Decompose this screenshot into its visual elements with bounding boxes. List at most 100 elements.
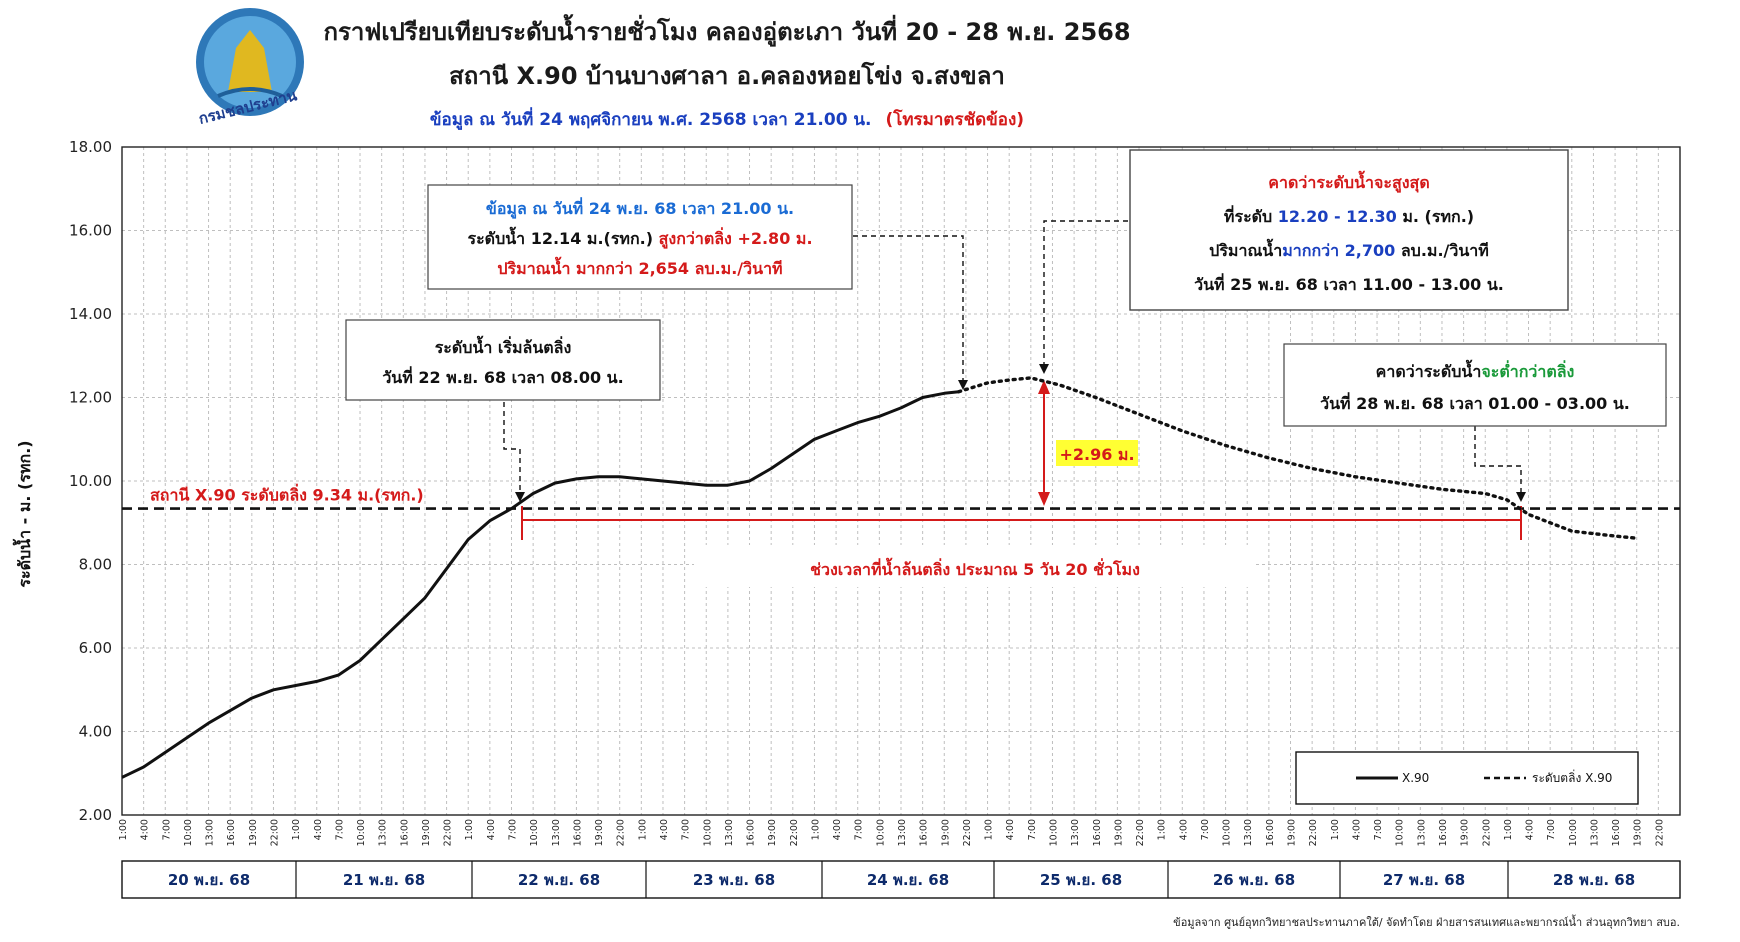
x-tick-label: 13:00 xyxy=(897,819,908,846)
rise-arrow-bottom xyxy=(1038,492,1050,506)
x-tick-label: 4:00 xyxy=(1178,819,1189,840)
plot-frame xyxy=(121,146,1681,816)
overflow-span-text: ช่วงเวลาที่น้ำล้นตลิ่ง ประมาณ 5 วัน 20 ช… xyxy=(810,557,1140,579)
callout-a3-line1: คาดว่าระดับน้ำจะสูงสุด xyxy=(1268,170,1429,194)
callout-a4-line2: วันที่ 28 พ.ย. 68 เวลา 01.00 - 03.00 น. xyxy=(1320,392,1630,413)
day-label: 21 พ.ย. 68 xyxy=(343,871,425,889)
x-tick-label: 16:00 xyxy=(226,819,237,846)
callout-a3-line3: ปริมาณน้ำมากกว่า 2,700 ลบ.ม./วินาที xyxy=(1209,238,1489,260)
x-tick-label: 4:00 xyxy=(1005,819,1016,840)
y-ticks: 2.00 4.00 6.00 8.00 10.00 12.00 14.00 16.00 18.0… xyxy=(69,138,112,824)
x-tick-label: 13:00 xyxy=(1070,819,1081,846)
day-label: 25 พ.ย. 68 xyxy=(1040,871,1122,889)
x-tick-label: 16:00 xyxy=(399,819,410,846)
callout-a3-line2b: 12.20 - 12.30 xyxy=(1278,207,1397,226)
x-tick-label: 16:00 xyxy=(1611,819,1622,846)
x-tick-label: 19:00 xyxy=(940,819,951,846)
chart-title: กราฟเปรียบเทียบระดับน้ำรายชั่วโมง คลองอู… xyxy=(323,13,1130,47)
day-label: 22 พ.ย. 68 xyxy=(518,871,600,889)
arrowhead-a3 xyxy=(1039,364,1049,374)
x-tick-label: 4:00 xyxy=(140,819,151,840)
x-tick-label: 22:00 xyxy=(1308,819,1319,846)
day-label: 20 พ.ย. 68 xyxy=(168,871,250,889)
y-tick-label: 10.00 xyxy=(69,472,112,490)
x-tick-label: 1:00 xyxy=(637,819,648,840)
x-tick-label: 7:00 xyxy=(334,819,345,840)
callout-forecast-peak: คาดว่าระดับน้ำจะสูงสุด ที่ระดับ 12.20 - … xyxy=(1129,149,1569,311)
x-tick-label: 13:00 xyxy=(378,819,389,846)
callout-a1-line1: ระดับน้ำ เริ่มล้นตลิ่ง xyxy=(435,335,572,357)
x-tick-label: 19:00 xyxy=(767,819,778,846)
callout-a1-line2: วันที่ 22 พ.ย. 68 เวลา 08.00 น. xyxy=(382,366,623,387)
day-label: 27 พ.ย. 68 xyxy=(1383,871,1465,889)
arrowhead-a2 xyxy=(958,380,968,390)
overflow-span-box xyxy=(694,545,1256,587)
callout-current-data: ข้อมูล ณ วันที่ 24 พ.ย. 68 เวลา 21.00 น.… xyxy=(427,184,853,290)
y-tick-label: 18.00 xyxy=(69,138,112,156)
series-x90-line xyxy=(121,390,959,779)
y-tick-label: 6.00 xyxy=(79,639,112,657)
callout-a2-line2: ระดับน้ำ 12.14 ม.(รทก.) สูงกว่าตลิ่ง +2.… xyxy=(467,226,812,250)
x-tick-label: 19:00 xyxy=(1633,819,1644,846)
rise-label: +2.96 ม. xyxy=(1059,445,1134,464)
x-tick-label: 1:00 xyxy=(810,819,821,840)
x-tick-label: 22:00 xyxy=(962,819,973,846)
x-tick-label: 10:00 xyxy=(183,819,194,846)
x-tick-label: 13:00 xyxy=(1243,819,1254,846)
callout-a2-line1: ข้อมูล ณ วันที่ 24 พ.ย. 68 เวลา 21.00 น. xyxy=(486,197,794,220)
x-tick-label: 4:00 xyxy=(1525,819,1536,840)
x-tick-label: 13:00 xyxy=(724,819,735,846)
callout-a3-box xyxy=(1129,149,1569,311)
x-tick-label: 19:00 xyxy=(1287,819,1298,846)
x-tick-label: 22:00 xyxy=(616,819,627,846)
callout-a4-line1a: คาดว่าระดับน้ำ xyxy=(1376,359,1482,381)
x-tick-label: 22:00 xyxy=(1481,819,1492,846)
series-forecast-line xyxy=(957,376,1639,540)
callout-a4-box xyxy=(1283,343,1667,427)
bank-level-label: สถานี X.90 ระดับตลิ่ง 9.34 ม.(รทก.) xyxy=(150,484,424,505)
x-tick-label: 1:00 xyxy=(291,819,302,840)
x-tick-label: 13:00 xyxy=(1589,819,1600,846)
x-tick-label: 22:00 xyxy=(1135,819,1146,846)
x-tick-label: 1:00 xyxy=(984,819,995,840)
x-tick-label: 1:00 xyxy=(1503,819,1514,840)
day-axis-frame xyxy=(121,860,1681,899)
source-note: ข้อมูลจาก ศูนย์อุทกวิทยาชลประทานภาคใต้/ … xyxy=(1173,914,1680,929)
leader-a2 xyxy=(853,235,964,382)
x-tick-label: 10:00 xyxy=(1048,819,1059,846)
x-tick-label: 16:00 xyxy=(1092,819,1103,846)
day-label: 24 พ.ย. 68 xyxy=(867,871,949,889)
callout-a3-line4: วันที่ 25 พ.ย. 68 เวลา 11.00 - 13.00 น. xyxy=(1194,273,1504,294)
x-tick-label: 4:00 xyxy=(486,819,497,840)
x-tick-label: 16:00 xyxy=(1438,819,1449,846)
x-tick-label: 4:00 xyxy=(1351,819,1362,840)
callout-a3-line3a: ปริมาณน้ำ xyxy=(1209,238,1282,260)
rid-logo: กรมชลประทาน xyxy=(196,8,304,128)
leader-a1 xyxy=(503,402,521,494)
x-tick-label: 22:00 xyxy=(1654,819,1665,846)
logo-seal-base xyxy=(217,87,283,98)
data-note: ข้อมูล ณ วันที่ 24 พฤศจิกายน พ.ศ. 2568 เ… xyxy=(430,107,1024,131)
y-tick-label: 8.00 xyxy=(79,556,112,574)
x-tick-label: 19:00 xyxy=(1460,819,1471,846)
arrowhead-a1 xyxy=(515,492,525,502)
x-tick-label: 19:00 xyxy=(248,819,259,846)
x-tick-label: 10:00 xyxy=(529,819,540,846)
y-axis-label: ระดับน้ำ - ม. (รทก.) xyxy=(12,440,34,587)
x-tick-label: 16:00 xyxy=(746,819,757,846)
x-tick-label: 19:00 xyxy=(594,819,605,846)
x-tick-label: 7:00 xyxy=(1546,819,1557,840)
callout-a2-box xyxy=(427,184,853,290)
callout-a2-line2b: สูงกว่าตลิ่ง +2.80 ม. xyxy=(659,227,813,250)
chart-subtitle: สถานี X.90 บ้านบางศาลา อ.คลองหอยโข่ง จ.ส… xyxy=(449,61,1005,90)
y-tick-label: 16.00 xyxy=(69,222,112,240)
legend-bank-label: ระดับตลิ่ง X.90 xyxy=(1532,769,1612,785)
x-tick-label: 7:00 xyxy=(1200,819,1211,840)
x-tick-label: 13:00 xyxy=(205,819,216,846)
legend: X.90 ระดับตลิ่ง X.90 xyxy=(1295,751,1639,805)
x-tick-label: 19:00 xyxy=(1113,819,1124,846)
rise-highlight xyxy=(1056,440,1138,466)
x-tick-label: 16:00 xyxy=(572,819,583,846)
x-tick-label: 10:00 xyxy=(1568,819,1579,846)
overflow-span: ช่วงเวลาที่น้ำล้นตลิ่ง ประมาณ 5 วัน 20 ช… xyxy=(521,506,1522,587)
